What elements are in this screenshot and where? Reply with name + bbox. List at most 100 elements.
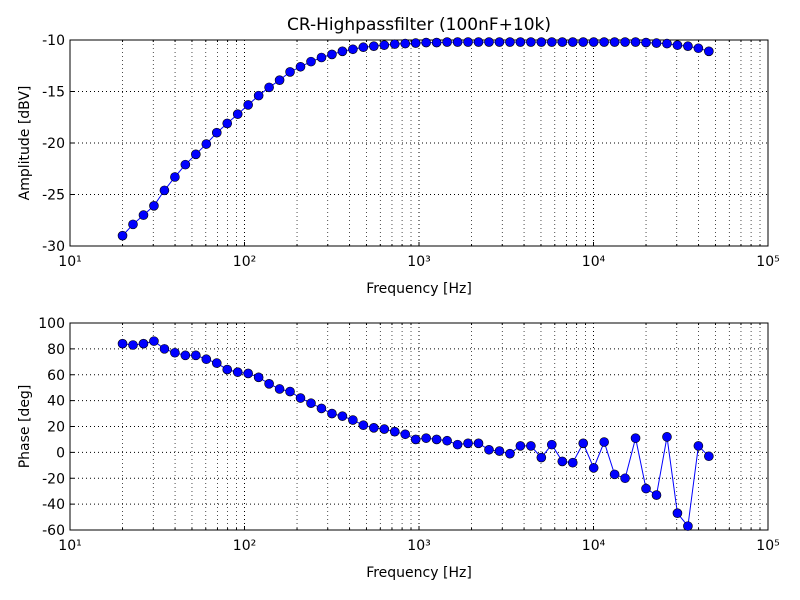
data-point [243,100,253,110]
data-point [431,434,442,445]
data-point [306,56,316,67]
data-point [630,37,641,47]
data-point [180,159,191,170]
data-point [358,42,369,53]
y-tick-label: 60 [47,368,65,384]
data-point [201,354,212,365]
chart-title: CR-Highpassfilter (100nF+10k) [287,15,551,35]
data-point [683,521,693,531]
data-point [526,37,536,47]
x-tick-label: 10⁵ [756,538,779,554]
y-tick-label: -15 [42,85,65,101]
data-point [348,44,358,55]
data-point [505,448,515,459]
data-point [599,37,609,47]
data-point [400,38,411,49]
data-point [379,424,390,434]
data-point [484,37,494,47]
data-point [253,90,264,101]
x-tick-label: 10⁴ [582,254,606,270]
data-point [222,364,233,375]
x-axis-label: Frequency [Hz] [366,281,472,297]
data-point [306,398,316,409]
plot-frame [69,322,769,531]
data-point [651,38,662,48]
data-point [442,37,452,47]
x-tick-label: 10¹ [58,254,81,270]
data-point [567,457,578,468]
data-point [484,444,494,455]
y-tick-label: -30 [42,239,65,255]
data-point [588,37,599,47]
data-point [316,403,327,414]
data-point [358,420,369,431]
y-axis-label: Phase [deg] [17,385,33,469]
data-point [369,41,379,51]
data-point [138,210,149,220]
data-point [316,52,327,63]
y-tick-label: -40 [42,497,65,513]
data-point [348,415,358,425]
data-point [295,393,306,403]
data-point [191,350,201,361]
data-point [588,463,599,473]
y-tick-label: 100 [38,316,65,332]
data-point [327,49,337,60]
data-point [379,40,390,50]
data-point [149,201,159,211]
data-point [149,336,159,346]
data-point [410,38,421,48]
x-tick-label: 10⁴ [582,538,606,554]
data-point [211,127,222,138]
data-point [295,61,306,72]
data-point [201,139,212,149]
y-tick-label: 40 [47,394,65,410]
x-tick-label: 10¹ [58,538,81,554]
data-point [170,347,180,358]
data-point [567,37,578,47]
data-point [452,439,463,450]
data-point [452,37,463,47]
data-point [546,439,557,450]
y-tick-label: -60 [42,523,65,539]
data-point [389,39,400,49]
x-tick-label: 10³ [407,254,430,270]
data-point [170,172,180,182]
data-point [389,426,400,437]
data-point [264,82,274,93]
data-point [337,46,348,57]
data-point [285,67,295,77]
data-point [609,37,620,47]
data-point [609,469,620,480]
data-point [369,422,379,433]
x-tick-label: 10⁵ [756,254,779,270]
data-point [630,433,641,443]
data-point [494,37,505,47]
data-line [122,340,710,528]
x-tick-label: 10² [233,538,256,554]
data-point [557,37,568,47]
data-point [421,37,431,48]
data-point [672,508,683,518]
data-point [620,473,630,484]
data-point [494,446,505,456]
data-point [662,432,672,442]
data-point [128,219,138,230]
data-point [232,367,243,377]
data-point [693,441,704,451]
data-point [431,37,442,48]
data-point [672,40,683,50]
data-point [599,437,609,447]
data-point [400,429,411,440]
data-point [662,38,672,49]
data-point [191,149,201,160]
data-point [117,338,128,349]
data-point [473,37,484,47]
data-point [693,43,704,54]
data-point [620,37,630,47]
data-point [463,37,473,47]
data-point [117,230,128,241]
data-point [159,344,170,354]
data-point [421,433,431,443]
